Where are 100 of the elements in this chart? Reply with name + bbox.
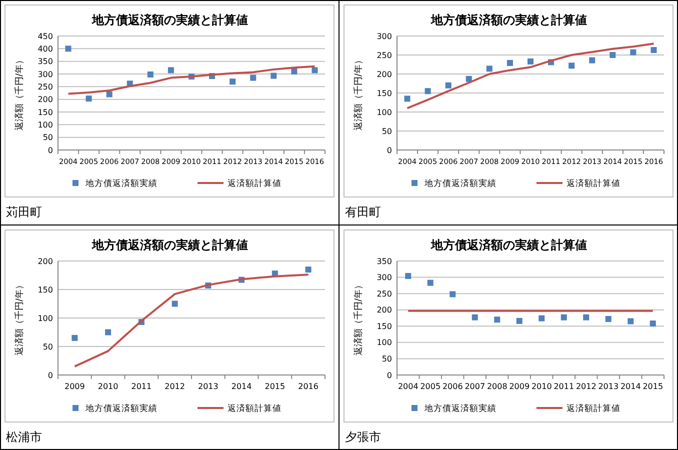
legend-label: 地方債返済額実績: [424, 178, 496, 189]
y-axis-title: 返済額（千円/年）: [353, 280, 364, 356]
x-tick-label: 2006: [442, 382, 463, 391]
legend-label: 地方債返済額実績: [424, 402, 496, 414]
x-tick-label: 2016: [298, 382, 318, 391]
legend-label: 返済額計算値: [566, 178, 620, 189]
x-tick-label: 2011: [131, 382, 152, 391]
x-tick-label: 2009: [509, 382, 530, 391]
point: [538, 315, 545, 322]
point: [172, 300, 178, 307]
x-tick-label: 2015: [642, 382, 664, 391]
point: [106, 91, 112, 98]
legend-label: 返済額計算値: [566, 402, 620, 414]
y-tick-label: 100: [376, 108, 392, 117]
x-tick-label: 2012: [576, 382, 596, 391]
point: [424, 88, 431, 94]
chart-title: 地方債返済額の実績と計算値: [430, 13, 587, 27]
y-axis-title: 返済額（千円/年）: [14, 280, 25, 356]
chart-title: 地方債返済額の実績と計算値: [91, 13, 248, 27]
point: [610, 52, 616, 58]
point: [270, 72, 277, 79]
point: [506, 60, 513, 66]
point: [486, 66, 492, 72]
y-tick-label: 100: [38, 314, 53, 323]
point: [650, 320, 656, 327]
y-tick-label: 200: [376, 306, 392, 315]
point: [230, 78, 236, 85]
line-series: [406, 42, 655, 110]
point: [628, 318, 634, 324]
point: [630, 49, 636, 56]
y-tick-label: 250: [376, 50, 392, 60]
legend-label: 返済額計算値: [228, 178, 282, 189]
y-tick-label: 300: [376, 32, 392, 41]
y-tick-label: 0: [386, 370, 392, 380]
point: [405, 272, 412, 279]
point: [560, 314, 567, 320]
y-tick-label: 150: [376, 88, 392, 98]
y-tick-label: 350: [376, 256, 392, 266]
point: [450, 291, 456, 298]
x-tick-label: 2015: [264, 382, 286, 391]
x-tick-label: 2014: [231, 382, 252, 391]
x-tick-label: 2014: [620, 382, 641, 391]
legend-label: 返済額計算値: [228, 402, 282, 414]
x-tick-label: 2011: [554, 382, 574, 391]
point: [427, 280, 434, 286]
y-tick-label: 250: [38, 82, 53, 92]
point: [466, 76, 472, 82]
point: [445, 82, 452, 88]
point: [589, 57, 596, 64]
point: [65, 46, 72, 52]
y-axis-title: 返済額（千円/年）: [14, 55, 25, 131]
y-tick-label: 50: [42, 133, 53, 142]
point: [147, 72, 154, 78]
y-tick-label: 400: [38, 44, 53, 54]
x-tick-label: 2005: [420, 382, 441, 391]
y-tick-label: 300: [376, 273, 392, 282]
y-tick-label: 0: [48, 146, 53, 155]
x-tick-label: 2007: [464, 382, 486, 391]
point: [250, 74, 256, 81]
point: [404, 96, 410, 102]
point: [305, 266, 312, 273]
y-tick-label: 100: [38, 120, 53, 130]
y-axis-title: 返済額（千円/年）: [353, 55, 364, 131]
y-tick-label: 100: [376, 338, 392, 348]
y-tick-label: 200: [38, 95, 53, 104]
text: 松浦市: [6, 430, 42, 444]
y-tick-label: 0: [386, 146, 392, 155]
point: [568, 62, 575, 69]
point: [291, 68, 298, 74]
y-tick-label: 350: [38, 57, 53, 66]
y-tick-label: 250: [376, 289, 392, 298]
x-tick-label: 2004: [398, 382, 418, 391]
y-tick-label: 200: [376, 70, 392, 79]
point: [528, 58, 534, 64]
point: [72, 334, 78, 341]
point: [583, 314, 590, 320]
y-tick-label: 150: [38, 285, 53, 294]
legend-label: 地方債返済額実績: [84, 402, 158, 414]
point: [605, 316, 612, 322]
text: 有田町: [345, 205, 381, 219]
x-tick-label: 2008: [486, 382, 508, 391]
point: [105, 329, 112, 336]
x-tick-label: 2009: [64, 382, 85, 391]
point: [516, 318, 522, 324]
y-tick-label: 50: [42, 342, 53, 352]
y-tick-label: 0: [48, 370, 53, 380]
point: [168, 67, 174, 74]
point: [494, 316, 500, 323]
x-tick-label: 2010: [98, 382, 118, 391]
y-tick-label: 50: [382, 354, 392, 364]
x-tick-label: 2010: [531, 382, 552, 391]
point: [472, 314, 478, 320]
y-tick-label: 150: [38, 108, 53, 117]
x-tick-label: 2013: [598, 382, 619, 391]
point: [86, 96, 92, 102]
point: [312, 67, 318, 74]
point: [650, 47, 657, 54]
chart-title: 地方債返済額の実績と計算値: [430, 238, 587, 252]
x-tick-label: 2013: [198, 382, 218, 391]
y-tick-label: 50: [382, 126, 392, 136]
